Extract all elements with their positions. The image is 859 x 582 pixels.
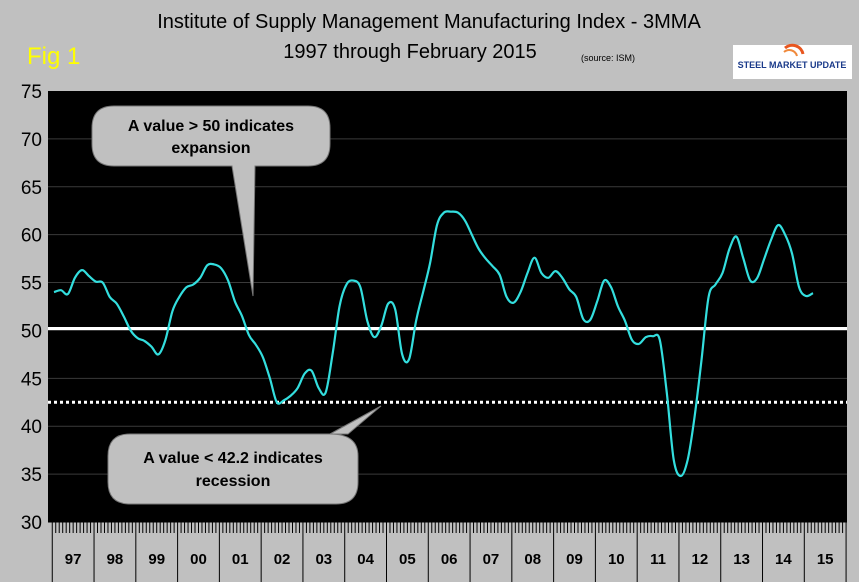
steel-market-update-logo: STEEL MARKET UPDATE	[733, 43, 852, 79]
callout-expansion: A value > 50 indicates expansion	[91, 105, 331, 297]
callout-recession-line2: recession	[196, 473, 271, 490]
reference-lines	[48, 327, 847, 404]
chart-subtitle: 1997 through February 2015	[283, 41, 537, 63]
x-tick-label: 14	[775, 551, 792, 568]
x-tick-label: 13	[733, 551, 750, 568]
y-tick-label: 70	[21, 130, 42, 151]
y-axis-ticks: 75 70 65 60 55 50 45 40 35 30	[21, 82, 42, 534]
y-tick-label: 75	[21, 82, 42, 103]
series-layer	[53, 210, 814, 478]
x-tick-label: 03	[315, 551, 332, 568]
callout-expansion-line1: A value > 50 indicates	[128, 118, 294, 135]
figure-label: Fig 1	[27, 43, 80, 70]
x-tick-label: 07	[483, 551, 500, 568]
x-tick-label: 12	[692, 551, 709, 568]
x-tick-label: 15	[817, 551, 834, 568]
y-tick-label: 35	[21, 465, 42, 486]
x-tick-label: 04	[357, 551, 374, 568]
x-tick-label: 09	[566, 551, 583, 568]
callout-recession-line1: A value < 42.2 indicates	[143, 450, 323, 467]
x-tick-label: 11	[650, 551, 666, 568]
y-tick-label: 40	[21, 417, 42, 438]
x-tick-label: 02	[274, 551, 291, 568]
logo-text: STEEL MARKET UPDATE	[738, 60, 847, 70]
x-tick-label: 97	[65, 551, 82, 568]
y-tick-label: 55	[21, 274, 42, 295]
x-tick-label: 98	[107, 551, 124, 568]
callout-expansion-line2: expansion	[171, 140, 250, 157]
series-line-ism-3mma	[53, 210, 814, 478]
y-tick-label: 30	[21, 513, 42, 534]
source-note: (source: ISM)	[581, 53, 635, 63]
x-tick-label: 01	[232, 551, 249, 568]
x-tick-label: 06	[441, 551, 458, 568]
y-tick-label: 60	[21, 226, 42, 247]
y-tick-label: 65	[21, 178, 42, 199]
x-tick-label: 08	[524, 551, 541, 568]
x-axis: 97 98 99 00 01 02 03 04 05 06 07 08 09 10 11 12 13 14 15	[48, 521, 847, 582]
y-tick-label: 45	[21, 369, 42, 390]
chart-title: Institute of Supply Management Manufactu…	[157, 11, 701, 33]
x-tick-label: 10	[608, 551, 625, 568]
x-tick-label: 05	[399, 551, 416, 568]
y-tick-label: 50	[21, 321, 42, 342]
x-tick-label: 00	[190, 551, 207, 568]
callout-recession: A value < 42.2 indicates recession	[107, 405, 382, 505]
x-tick-label: 99	[148, 551, 165, 568]
